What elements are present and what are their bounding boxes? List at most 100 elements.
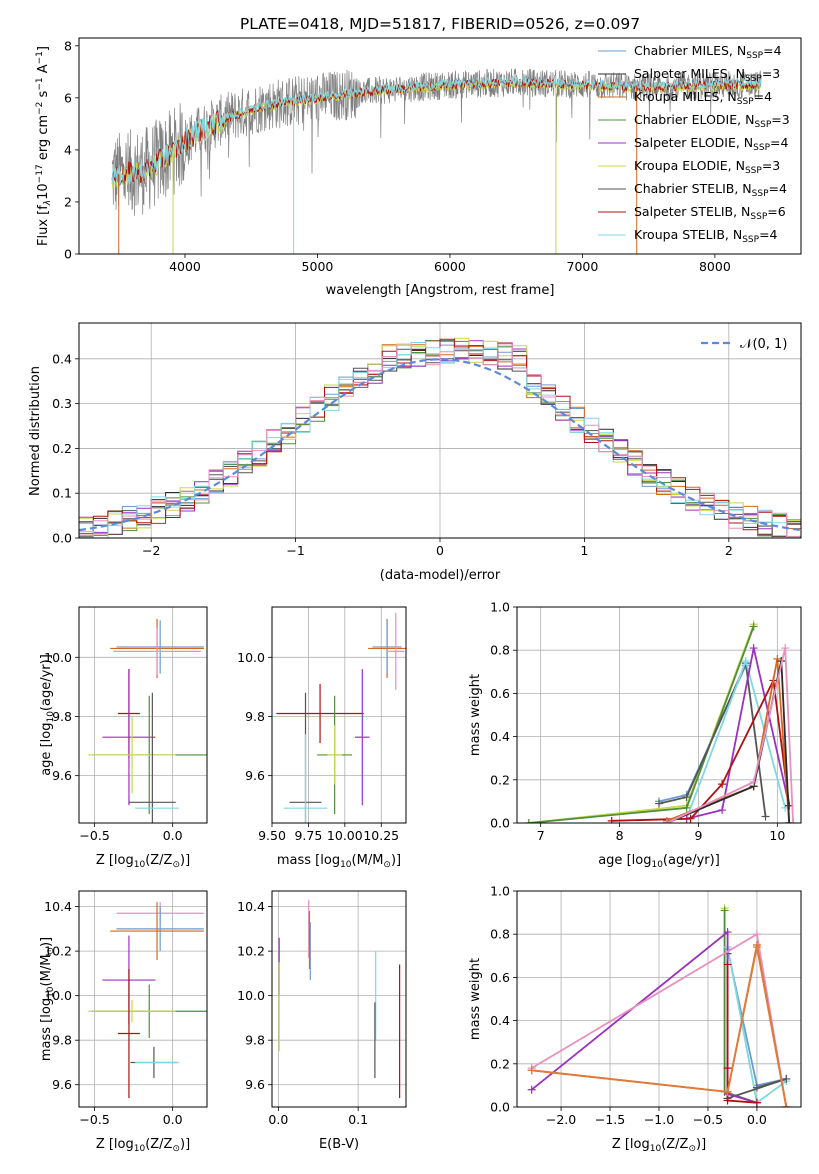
- residual-histogram: [79, 343, 801, 538]
- spectrum-legend-label-part: Chabrier ELODIE, N: [634, 112, 754, 127]
- mass_vs_ebv-ytick-label: 10.4: [237, 899, 265, 914]
- mass-weight-marker: [749, 644, 758, 653]
- spectrum-legend-label-part: =4: [769, 181, 787, 196]
- mass_vs_ebv-axes: 0.0 0.1 9.6 9.8 10.0 10.2 10.4 E(B-V): [237, 890, 407, 1152]
- mass_weight_vs_Z-ytick-label: 0.2: [490, 1056, 510, 1071]
- mass_weight_vs_age-xtick-label: 9: [694, 828, 702, 843]
- mass-weight-marker: [752, 930, 761, 939]
- spectrum-ylabel-part: ]: [36, 46, 51, 51]
- mass_weight_vs_age-xlabel: age [log10(age/yr)]: [598, 853, 720, 870]
- mass-weight-marker: [662, 819, 671, 823]
- residuals-ytick-label: 0.4: [52, 351, 72, 366]
- spectrum-legend-label-part: Chabrier STELIB, N: [634, 181, 752, 196]
- mass_weight_vs_age-ytick-label: 1.0: [490, 600, 510, 615]
- mass-weight-marker: [752, 1083, 761, 1092]
- mass-weight-marker: [686, 814, 695, 823]
- age_vs_mass-xlabel-part: )]: [391, 853, 401, 868]
- age_vs_mass-xtick-label: 9.75: [294, 828, 322, 843]
- age_vs_Z-xlabel: Z [log10(Z/Z⊙)]: [96, 853, 190, 870]
- mass_vs_Z-xtick-label: −0.5: [79, 1112, 109, 1127]
- mass_weight_vs_Z-xtick-label: −1.0: [644, 1112, 674, 1127]
- spectrum-legend-label: Chabrier ELODIE, NSSP=3: [634, 112, 790, 130]
- spectrum-legend-label-part: Salpeter ELODIE, N: [634, 135, 753, 150]
- mass_vs_ebv-ytick-label: 9.6: [245, 1077, 265, 1092]
- age_vs_mass-xlabel-part: mass [log: [277, 853, 340, 868]
- spectrum-xtick-label: 5000: [302, 259, 334, 274]
- residual-xlabel: (data-model)/error: [380, 568, 501, 583]
- age_vs_Z-ytick-label: 9.6: [52, 768, 72, 783]
- mass-weight-marker: [527, 1085, 536, 1094]
- mass-weight-line: [658, 659, 767, 817]
- mass_weight_vs_Z-ytick-label: 0.4: [490, 1013, 510, 1028]
- residuals-ytick-label: 0.3: [52, 396, 72, 411]
- mass_weight_vs_Z-xtick-label: −0.5: [693, 1112, 723, 1127]
- mass_weight_vs_Z-ylabel: mass weight: [468, 958, 483, 1040]
- spectrum-ytick-label: 2: [64, 194, 72, 209]
- mass-weight-marker: [752, 1098, 761, 1107]
- mass_vs_Z-ytick-label: 10.0: [44, 988, 72, 1003]
- age_vs_Z-xtick-label: −0.5: [79, 828, 109, 843]
- residuals-xtick-label: 1: [580, 543, 588, 558]
- mass_weight_vs_age-xlabel-part: age [log: [598, 853, 651, 868]
- mass-weight-marker: [789, 819, 798, 823]
- mass-weight-marker: [524, 819, 533, 823]
- mass_weight_vs_Z-xlabel-part: ⊙: [688, 1144, 696, 1154]
- spectrum-legend-label: Salpeter STELIB, NSSP=6: [634, 204, 786, 222]
- spectrum-legend-label-part: SSP: [753, 143, 770, 153]
- mass-weight-line: [658, 664, 747, 803]
- age_vs_Z-ytick-label: 9.8: [52, 709, 72, 724]
- axes-frame: [271, 606, 407, 824]
- mass_weight_vs_age-ytick-label: 0.6: [490, 686, 510, 701]
- mass_weight_vs_Z-ytick-label: 0.0: [490, 1100, 510, 1115]
- spectrum-legend-label: Salpeter ELODIE, NSSP=4: [634, 135, 789, 153]
- spectrum-ylabel-part: λ: [43, 200, 53, 206]
- spectrum-ytick-label: 0: [64, 247, 72, 262]
- residuals-xtick-label: −2: [142, 543, 160, 558]
- mass_weight_vs_Z-xtick-label: 0.0: [747, 1112, 767, 1127]
- spectrum-legend-label-part: Kroupa MILES, N: [634, 89, 737, 104]
- spectrum-legend-label-part: SSP: [745, 74, 762, 84]
- mass_vs_Z-ytick-label: 9.6: [52, 1077, 72, 1092]
- age_vs_mass-xtick-label: 10.25: [363, 828, 399, 843]
- spectrum-ytick-label: 8: [64, 38, 72, 53]
- residuals-plot-area: [79, 323, 801, 538]
- mass-weight-marker: [723, 1096, 732, 1105]
- mass_weight_vs_Z-xlabel: Z [log10(Z/Z⊙)]: [612, 1137, 706, 1154]
- mass-weight-marker: [761, 812, 770, 821]
- mass_vs_Z-xlabel-part: )]: [180, 1137, 190, 1152]
- mass-weight-line: [666, 658, 791, 823]
- mass_weight_vs_age-xlabel-part: (age/yr)]: [663, 853, 720, 868]
- axes-frame: [78, 606, 208, 824]
- mass_vs_Z-xlabel: Z [log10(Z/Z⊙)]: [96, 1137, 190, 1154]
- mass-weight-marker: [718, 806, 727, 815]
- age_vs_Z-ylabel-part: age [log: [39, 723, 54, 776]
- mass-weight-line: [528, 626, 755, 823]
- spectrum-ylabel-part: −1: [35, 51, 45, 64]
- axes-frame: [516, 890, 802, 1108]
- mass_weight_vs_Z-ytick-label: 0.6: [490, 970, 510, 985]
- age_vs_Z-xtick-label: 0.0: [163, 828, 183, 843]
- spectrum-ytick-label: 4: [64, 142, 72, 157]
- age_vs_Z-xlabel-part: 10: [134, 860, 146, 870]
- mass_vs_ebv-plot-area: [272, 891, 406, 1107]
- mass-weight-marker: [723, 928, 732, 937]
- spectrum-legend-label: Chabrier STELIB, NSSP=4: [634, 181, 787, 199]
- axes-frame: [271, 890, 407, 1108]
- axes-frame: [78, 890, 208, 1108]
- spectrum-legend-label-part: =6: [767, 204, 785, 219]
- mass_vs_Z-xlabel-part: 10: [134, 1144, 146, 1154]
- mass-weight-marker: [723, 1087, 732, 1096]
- age_vs_Z-ylabel-part: 10: [46, 711, 56, 723]
- spectrum-legend-label: Chabrier MILES, NSSP=4: [634, 43, 782, 61]
- mass_vs_Z-ylabel-part: ⊙: [46, 947, 56, 955]
- age_vs_mass-xlabel-part: (M/M: [352, 853, 384, 868]
- mass-weight-marker: [682, 803, 691, 812]
- axes-frame: [516, 606, 802, 824]
- residuals-xtick-label: 0: [436, 543, 444, 558]
- mass_vs_ebv-ytick-label: 10.0: [237, 988, 265, 1003]
- mass-weight-marker: [782, 1074, 791, 1083]
- spectrum-plot-area: [111, 68, 762, 254]
- mass_vs_Z-ylabel-part: 10: [46, 986, 56, 998]
- mass-weight-line: [726, 964, 757, 1104]
- residuals-ytick-label: 0.1: [52, 486, 72, 501]
